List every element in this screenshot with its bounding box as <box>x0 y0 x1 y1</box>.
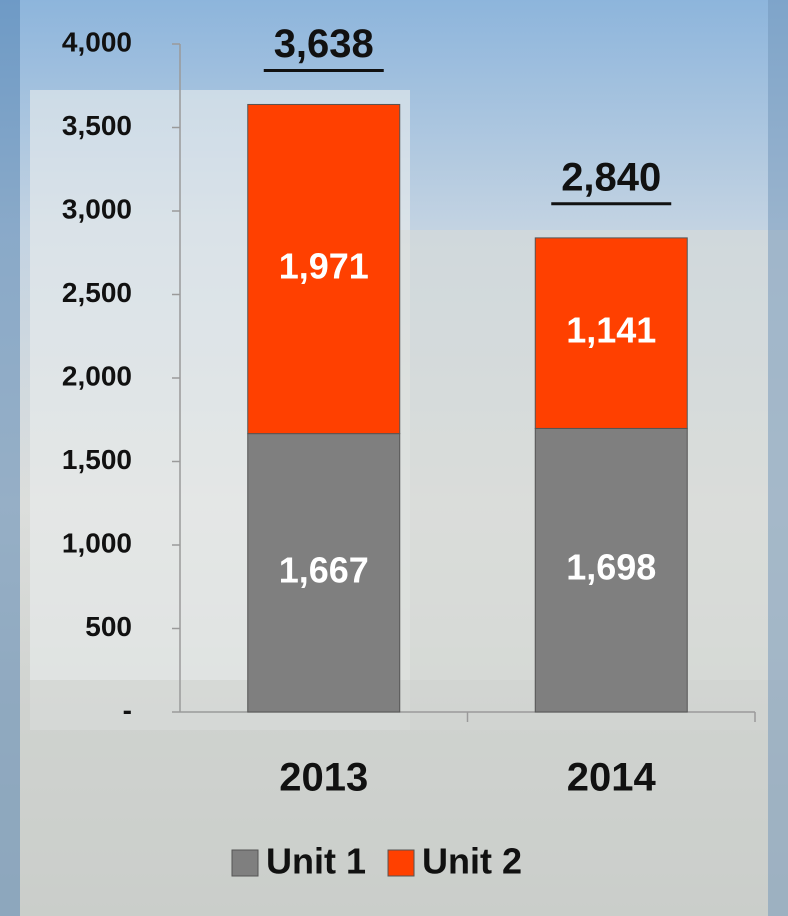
legend-swatch <box>231 849 259 877</box>
bar-segment <box>534 427 688 713</box>
total-label: 2,840 <box>561 155 661 199</box>
total-label: 3,638 <box>274 22 374 66</box>
y-tick-label: 3,500 <box>62 110 132 141</box>
building <box>0 680 788 916</box>
bar-segment <box>534 237 688 429</box>
value-label: 1,667 <box>279 549 369 590</box>
y-tick-label: - <box>123 694 132 725</box>
value-label: 1,971 <box>279 246 369 287</box>
y-tick-label: 4,000 <box>62 26 132 57</box>
value-label: 1,698 <box>566 547 656 588</box>
bar-segment <box>247 103 401 435</box>
border <box>768 0 788 916</box>
x-tick-label: 2014 <box>567 756 657 800</box>
y-tick-label: 1,500 <box>62 444 132 475</box>
x-tick-label: 2013 <box>279 756 368 800</box>
y-tick-label: 500 <box>85 611 132 642</box>
y-tick-label: 2,500 <box>62 277 132 308</box>
bar-segment <box>247 433 401 713</box>
value-label: 1,141 <box>566 310 656 351</box>
legend-label: Unit 1 <box>266 841 366 882</box>
legend-label: Unit 2 <box>422 841 522 882</box>
border <box>0 0 20 916</box>
y-tick-label: 2,000 <box>62 360 132 391</box>
y-tick-label: 1,000 <box>62 527 132 558</box>
y-tick-label: 3,000 <box>62 193 132 224</box>
legend-swatch <box>387 849 415 877</box>
